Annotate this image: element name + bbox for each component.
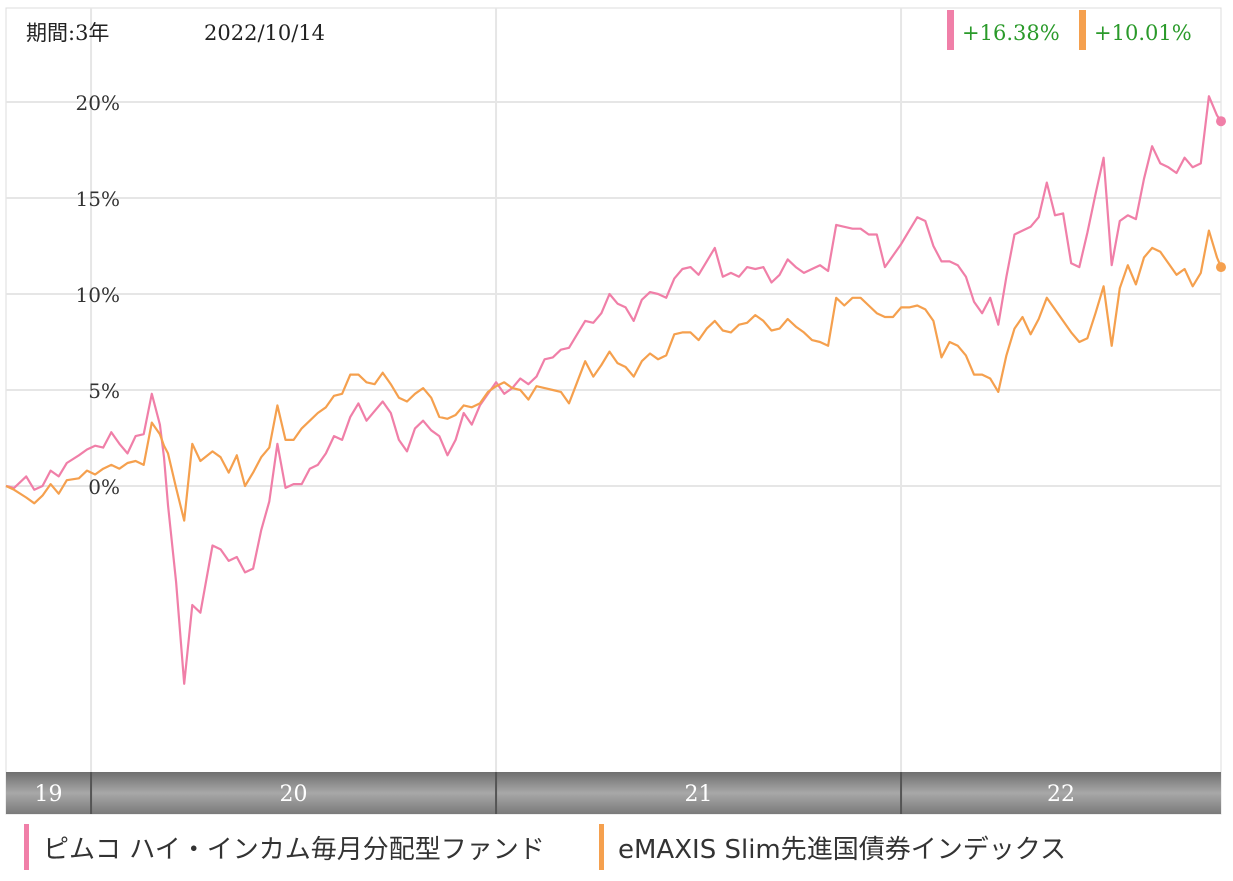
return-badge-swatch-2: [1079, 10, 1086, 50]
date-label: 2022/10/14: [204, 21, 325, 45]
y-tick-label: 5%: [88, 379, 120, 403]
legend-label-pimco: ピムコ ハイ・インカム毎月分配型ファンド: [43, 834, 545, 865]
legend-swatch-pimco: [24, 824, 29, 870]
series-end-marker-1: [1216, 116, 1226, 127]
x-tick-label: 19: [35, 782, 63, 807]
plot-frame: [5, 7, 1222, 815]
return-label-1: +16.38%: [962, 21, 1060, 45]
y-tick-label: 0%: [88, 475, 120, 499]
legend-item-pimco: ピムコ ハイ・インカム毎月分配型ファンド: [24, 822, 545, 872]
y-tick-label: 15%: [76, 187, 120, 211]
legend-item-emaxis: eMAXIS Slim先進国債券インデックス: [599, 822, 1066, 872]
return-label-2: +10.01%: [1094, 21, 1192, 45]
return-badge-swatch-1: [947, 10, 954, 50]
legend-swatch-emaxis: [599, 824, 604, 870]
series-line-2: [5, 229, 1223, 522]
x-tick-label: 22: [1047, 782, 1075, 807]
series-line-1: [5, 95, 1222, 685]
x-tick-label: 20: [280, 782, 308, 807]
period-label: 期間:3年: [26, 21, 109, 45]
y-tick-label: 10%: [76, 283, 120, 307]
x-axis-band: [6, 772, 1221, 814]
series-end-marker-2: [1216, 262, 1226, 273]
x-tick-label: 21: [685, 782, 713, 807]
y-tick-label: 20%: [76, 91, 120, 115]
legend-label-emaxis: eMAXIS Slim先進国債券インデックス: [618, 834, 1066, 865]
